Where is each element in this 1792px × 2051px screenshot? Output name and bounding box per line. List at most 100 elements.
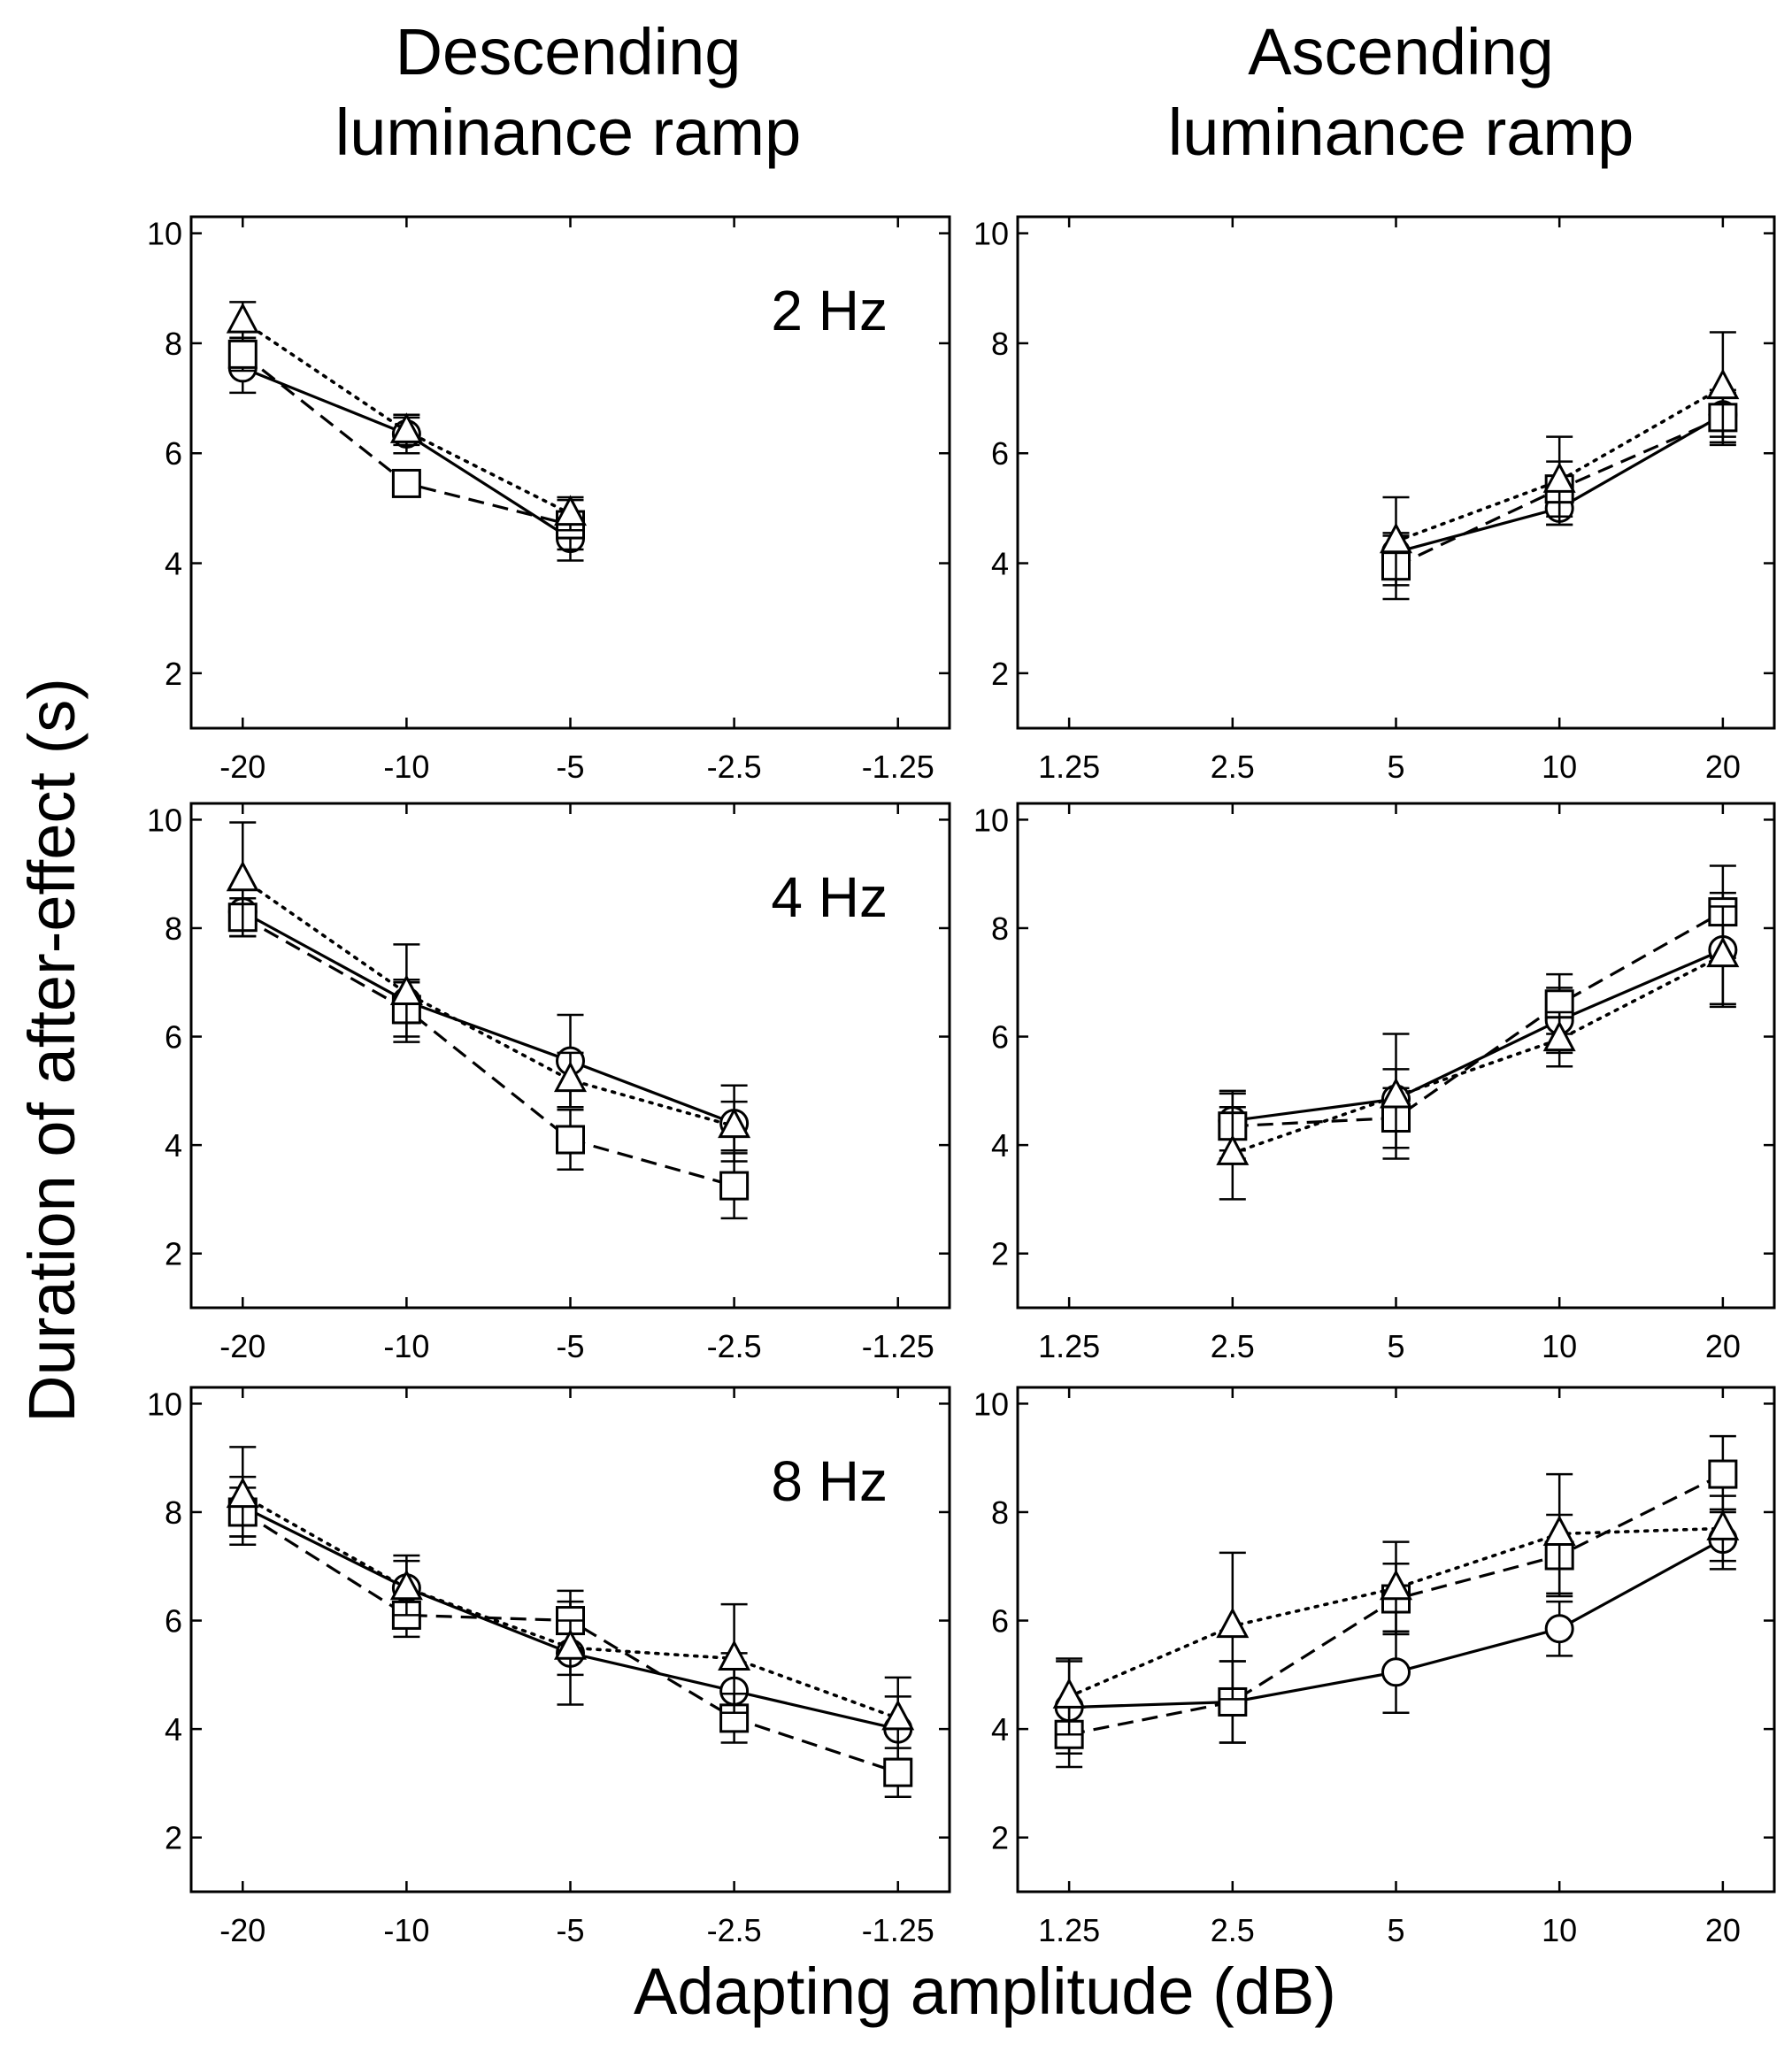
data-point-triangle bbox=[1052, 1678, 1086, 1709]
series-triangle bbox=[1216, 905, 1740, 1201]
series-line-dotted bbox=[241, 877, 736, 1128]
y-tick-label: 6 bbox=[165, 1603, 182, 1640]
data-point-triangle bbox=[1706, 936, 1740, 968]
x-tick-label: 1.25 bbox=[1038, 749, 1100, 785]
data-point-triangle bbox=[226, 302, 259, 334]
column-title-descending-line2: luminance ramp bbox=[335, 96, 801, 169]
x-tick-label: -20 bbox=[219, 749, 265, 785]
x-tick-label: -5 bbox=[556, 1328, 584, 1364]
x-tick-label: -10 bbox=[383, 1328, 429, 1364]
x-tick-label: 5 bbox=[1387, 1912, 1404, 1948]
y-tick-label: 10 bbox=[973, 1386, 1009, 1422]
data-point-square bbox=[391, 468, 421, 498]
series-line-dotted bbox=[1231, 953, 1725, 1156]
data-point-triangle bbox=[554, 495, 587, 526]
y-tick-label: 10 bbox=[973, 216, 1009, 252]
x-axis-label: Adapting amplitude (dB) bbox=[634, 1955, 1336, 2028]
x-tick-label: -20 bbox=[219, 1912, 265, 1948]
data-point-triangle bbox=[226, 1477, 259, 1509]
series-circle bbox=[1218, 891, 1738, 1152]
data-point-triangle bbox=[1542, 1020, 1576, 1052]
x-tick-label: 2.5 bbox=[1211, 1328, 1255, 1364]
data-point-triangle bbox=[1216, 1134, 1250, 1165]
y-tick-label: 2 bbox=[165, 1236, 182, 1272]
data-point-triangle bbox=[1542, 462, 1576, 493]
y-tick-label: 4 bbox=[991, 546, 1009, 582]
data-point-triangle bbox=[1706, 1509, 1740, 1540]
y-tick-label: 8 bbox=[991, 326, 1009, 362]
data-point-triangle bbox=[389, 1569, 423, 1601]
data-point-square bbox=[719, 1171, 750, 1201]
panel-descending-2hz: 2 4 6 8 10 -20 -10 -5 -2.5 -1.25 2 Hz bbox=[147, 215, 951, 785]
y-tick-label: 8 bbox=[165, 326, 182, 362]
panel-descending-8hz: 2 4 6 8 10 -20 -10 -5 -2.5 -1.25 8 Hz bbox=[147, 1386, 951, 1948]
panel-ascending-8hz: 2 4 6 8 10 1.25 2.5 5 10 20 bbox=[973, 1386, 1776, 1948]
series-line-solid bbox=[242, 910, 735, 1125]
series-circle bbox=[227, 342, 585, 562]
data-point-triangle bbox=[1380, 1569, 1412, 1601]
y-tick-label: 6 bbox=[165, 435, 182, 472]
x-tick-label: 20 bbox=[1705, 749, 1741, 785]
data-point-square bbox=[1708, 1459, 1738, 1489]
x-tick-label: -2.5 bbox=[707, 1912, 762, 1948]
x-tick-label: 5 bbox=[1387, 1328, 1404, 1364]
x-tick-label: -5 bbox=[556, 749, 584, 785]
x-tick-label: 10 bbox=[1542, 1912, 1577, 1948]
y-tick-label: 10 bbox=[147, 1386, 182, 1422]
y-tick-label: 2 bbox=[991, 1820, 1009, 1856]
frequency-label: 4 Hz bbox=[771, 865, 888, 929]
data-point-triangle bbox=[1542, 1515, 1576, 1546]
y-tick-label: 2 bbox=[165, 1820, 182, 1856]
data-point-triangle bbox=[389, 412, 423, 443]
y-tick-label: 4 bbox=[165, 546, 182, 582]
data-point-triangle bbox=[554, 1061, 587, 1093]
y-tick-label: 8 bbox=[991, 1494, 1009, 1531]
x-tick-label: -2.5 bbox=[707, 749, 762, 785]
series-line-solid bbox=[1232, 949, 1724, 1123]
x-tick-label: 20 bbox=[1705, 1328, 1741, 1364]
x-tick-label: 2.5 bbox=[1211, 749, 1255, 785]
y-tick-label: 6 bbox=[991, 1019, 1009, 1056]
data-point-square bbox=[883, 1757, 913, 1787]
y-tick-label: 8 bbox=[991, 910, 1009, 947]
series-square bbox=[1218, 864, 1738, 1160]
x-tick-label: -1.25 bbox=[862, 1912, 934, 1948]
column-title-descending-line1: Descending bbox=[396, 15, 742, 88]
data-point-circle bbox=[1544, 1614, 1574, 1644]
series-triangle bbox=[1052, 1472, 1740, 1736]
x-tick-label: 10 bbox=[1542, 749, 1577, 785]
column-title-ascending-line1: Ascending bbox=[1248, 15, 1554, 88]
x-tick-label: -10 bbox=[383, 1912, 429, 1948]
y-axis-label: Duration of after-effect (s) bbox=[15, 678, 88, 1423]
data-point-triangle bbox=[226, 860, 259, 892]
data-point-circle bbox=[1381, 1657, 1411, 1687]
data-point-square bbox=[227, 339, 258, 369]
y-tick-label: 2 bbox=[991, 1236, 1009, 1272]
column-title-ascending-line2: luminance ramp bbox=[1168, 96, 1634, 169]
y-tick-label: 4 bbox=[991, 1711, 1009, 1748]
y-tick-label: 8 bbox=[165, 1494, 182, 1531]
series-triangle bbox=[1380, 331, 1740, 587]
x-tick-label: 10 bbox=[1542, 1328, 1577, 1364]
x-tick-label: 1.25 bbox=[1038, 1912, 1100, 1948]
data-point-triangle bbox=[718, 1640, 751, 1671]
x-tick-label: -2.5 bbox=[707, 1328, 762, 1364]
y-tick-label: 6 bbox=[165, 1019, 182, 1056]
y-tick-label: 10 bbox=[147, 802, 182, 838]
data-point-square bbox=[556, 1125, 585, 1155]
data-point-triangle bbox=[718, 1107, 751, 1139]
series-circle bbox=[227, 886, 750, 1163]
y-tick-label: 6 bbox=[991, 1603, 1009, 1640]
series-line-dashed bbox=[1232, 910, 1724, 1128]
y-tick-label: 2 bbox=[991, 656, 1009, 692]
data-point-triangle bbox=[1216, 1607, 1250, 1639]
series-line-dashed bbox=[242, 916, 735, 1187]
x-tick-label: 20 bbox=[1705, 1912, 1741, 1948]
y-tick-label: 4 bbox=[991, 1127, 1009, 1164]
x-tick-label: 2.5 bbox=[1211, 1912, 1255, 1948]
x-tick-label: -1.25 bbox=[862, 1328, 934, 1364]
data-point-triangle bbox=[389, 974, 423, 1006]
panel-descending-4hz: 2 4 6 8 10 -20 -10 -5 -2.5 -1.25 4 Hz bbox=[147, 802, 951, 1364]
x-tick-label: -1.25 bbox=[862, 749, 934, 785]
